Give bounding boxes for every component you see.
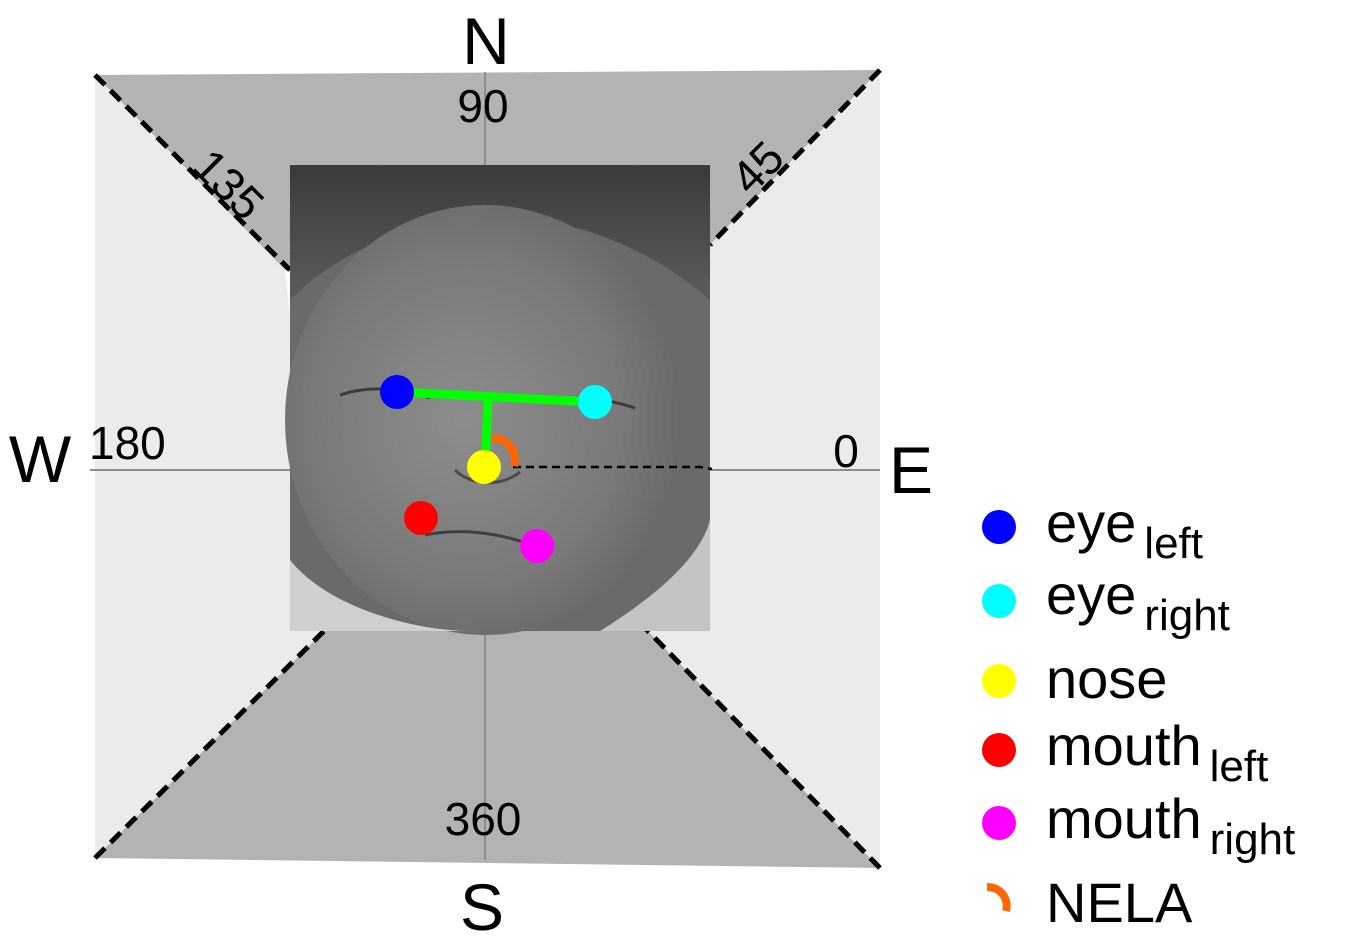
nela-arc [491,434,519,468]
landmark-eye-left [380,375,414,409]
angle-label-360: 360 [445,793,522,845]
compass-west: W [9,422,72,496]
legend-label-nela: NELA [1046,871,1193,934]
legend-marker-eye-left [982,510,1016,544]
legend-marker-eye-right [982,584,1016,618]
legend-item-eye-left: eye left [982,491,1203,568]
landmark-mouth-right [520,529,554,563]
angle-label-0: 0 [833,425,859,477]
angle-label-180: 180 [89,417,166,469]
diagonal-45 [708,68,882,247]
landmark-mouth-left [404,501,438,535]
compass-south: S [460,870,504,939]
legend-item-nose: nose [982,647,1167,710]
eye-line [396,387,596,407]
landmark-eye-right [578,385,612,419]
legend-item-mouth-right: mouth right [982,787,1295,864]
legend-item-mouth-left: mouth left [982,714,1268,791]
legend-label-nose: nose [1046,647,1167,710]
legend-marker-nela-arc [986,883,1011,913]
legend-label-mouth-right: mouth right [1046,787,1295,864]
diagonal-315 [643,626,882,870]
legend-marker-nose [982,664,1016,698]
sector-south [95,628,880,868]
diagonal-225 [93,628,327,860]
compass-east: E [889,433,933,507]
diagonal-135 [93,73,292,272]
compass-north: N [462,4,510,78]
angle-label-90: 90 [457,80,508,132]
legend: eye left eye right nose mouth left mouth rig… [982,491,1295,934]
legend-label-eye-right: eye right [1046,563,1230,640]
legend-item-nela: NELA [986,871,1193,934]
legend-label-mouth-left: mouth left [1046,714,1268,791]
legend-marker-mouth-left [982,733,1016,767]
legend-marker-mouth-right [982,806,1016,840]
sector-west [95,75,325,858]
nela-reference-line [513,465,713,471]
landmark-nose [467,450,501,484]
legend-item-eye-right: eye right [982,563,1230,640]
legend-label-eye-left: eye left [1046,491,1203,568]
